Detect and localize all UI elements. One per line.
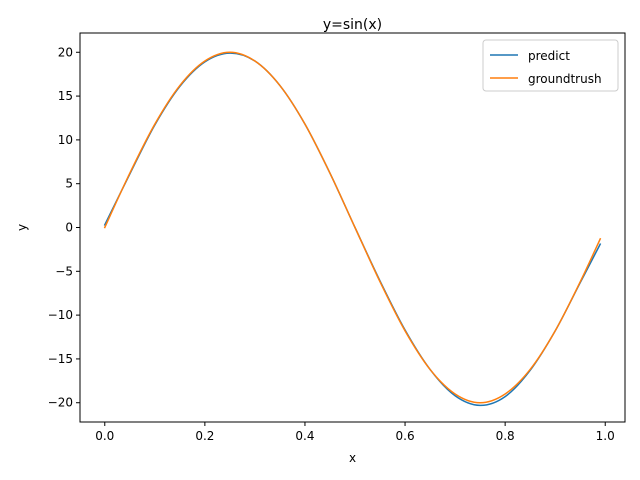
legend-label-predict: predict [528,49,570,63]
y-tick-label: 0 [65,221,73,235]
x-tick-label: 0.0 [95,429,114,443]
legend: predict groundtrush [482,39,619,92]
y-tick-label: −10 [48,308,73,322]
y-tick-label: 20 [58,45,73,59]
y-tick-label: −20 [48,396,73,410]
y-tick-label: 15 [58,89,73,103]
x-axis-label: x [349,451,356,465]
y-axis-ticks: −20 −15 −10 −5 0 5 10 15 20 [48,45,80,410]
plot-frame [79,32,626,423]
x-tick-label: 0.6 [396,429,415,443]
y-axis-label: y [15,224,29,231]
series-layer [103,51,602,407]
y-tick-label: −15 [48,352,73,366]
x-tick-label: 0.2 [195,429,214,443]
y-tick-label: 10 [58,133,73,147]
series-line-groundtrush [103,51,602,404]
x-tick-label: 1.0 [596,429,615,443]
x-tick-label: 0.8 [496,429,515,443]
y-tick-label: 5 [65,177,73,191]
x-axis-ticks: 0.0 0.2 0.4 0.6 0.8 1.0 [95,422,615,443]
x-tick-label: 0.4 [295,429,314,443]
legend-label-groundtrush: groundtrush [528,72,602,86]
chart-title: y=sin(x) [323,17,382,33]
y-tick-label: −5 [55,264,73,278]
